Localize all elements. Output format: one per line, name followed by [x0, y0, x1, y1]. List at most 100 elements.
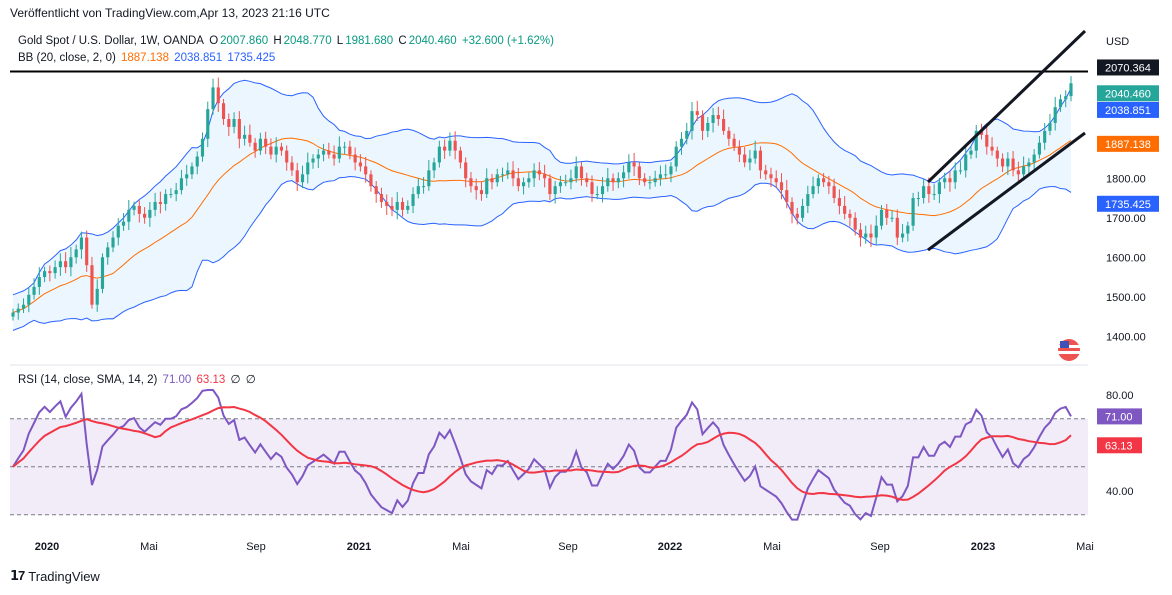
- candle-body: [1053, 107, 1057, 123]
- candle: [1006, 152, 1010, 176]
- bb-fill: [13, 80, 1071, 331]
- candle-body: [174, 190, 178, 195]
- candle: [811, 176, 815, 199]
- candles: [11, 76, 1073, 321]
- candle: [753, 140, 757, 164]
- candle: [200, 132, 205, 162]
- candle-body: [953, 170, 957, 183]
- candle-body: [558, 182, 563, 187]
- candle-body: [227, 119, 231, 127]
- price-axis-currency: USD: [1106, 36, 1129, 48]
- candle: [585, 172, 589, 187]
- candle-body: [521, 182, 526, 187]
- bb-upper-value: 2038.851: [174, 52, 223, 64]
- candle-body: [443, 146, 447, 151]
- open-value: 2007.860: [220, 35, 269, 47]
- low-label: L: [336, 35, 344, 47]
- bb-name[interactable]: BB (20, close, 2, 0): [18, 52, 116, 64]
- candle: [822, 173, 826, 187]
- candle-body: [432, 162, 436, 171]
- low-value: 1981.680: [345, 35, 394, 47]
- candle: [100, 253, 105, 294]
- candle-body: [421, 186, 426, 188]
- footer[interactable]: 𝟭7 TradingView: [10, 568, 100, 584]
- candle-body: [374, 186, 378, 195]
- candle-body: [1064, 96, 1068, 100]
- candle: [464, 157, 468, 188]
- candle: [953, 162, 957, 189]
- candle: [432, 157, 436, 179]
- rsi-name[interactable]: RSI (14, close, SMA, 14, 2): [18, 374, 158, 386]
- candle: [48, 265, 52, 282]
- candle-body: [243, 134, 247, 139]
- candle-body: [685, 130, 689, 139]
- time-tick-label: 2023: [971, 541, 995, 553]
- candle: [785, 179, 789, 209]
- candle: [664, 164, 668, 180]
- candle-body: [711, 115, 715, 123]
- candle: [590, 175, 594, 202]
- candle: [990, 137, 994, 156]
- candle-body: [21, 304, 26, 309]
- candle: [543, 164, 547, 188]
- drawings[interactable]: [10, 29, 1088, 252]
- bb-basis-line: [12, 137, 1072, 314]
- time-tick-label: 2021: [347, 541, 371, 553]
- candle: [1027, 158, 1031, 176]
- candle: [1053, 96, 1057, 131]
- us-flag-icon[interactable]: [1058, 339, 1080, 361]
- candle: [1048, 113, 1052, 136]
- price-tick-label: 1800.00: [1106, 173, 1146, 185]
- candle-body: [327, 150, 331, 155]
- candle: [421, 177, 426, 194]
- candle: [327, 142, 331, 159]
- candle-body: [774, 178, 778, 183]
- symbol-title[interactable]: Gold Spot / U.S. Dollar, 1W, OANDA: [18, 35, 204, 47]
- candle-body: [932, 194, 936, 196]
- candle-body: [179, 178, 184, 191]
- candle-body: [995, 150, 999, 159]
- candle-body: [1022, 166, 1026, 175]
- candle-body: [474, 186, 478, 191]
- candle: [221, 98, 226, 125]
- candle-body: [95, 288, 99, 305]
- candle-body: [221, 103, 226, 120]
- candle-body: [437, 146, 441, 163]
- candle-body: [643, 178, 647, 183]
- candle: [922, 178, 926, 204]
- candle-body: [564, 182, 568, 184]
- candle: [127, 200, 131, 231]
- candle: [400, 197, 405, 217]
- candle: [616, 172, 620, 189]
- candle: [1058, 94, 1063, 112]
- candle-body: [506, 170, 510, 175]
- candle-body: [816, 178, 820, 187]
- candle: [32, 278, 36, 300]
- candle: [1064, 90, 1068, 108]
- candle: [243, 125, 247, 146]
- candle: [653, 170, 657, 187]
- candle: [758, 146, 763, 179]
- candle: [558, 175, 563, 193]
- candle: [937, 177, 941, 204]
- price-chart[interactable]: USD 1400.00 1500.00 1600.00 1700.00 1800.00 40…: [0, 0, 1172, 560]
- candle-body: [600, 186, 605, 195]
- candle-body: [121, 221, 126, 226]
- candle: [443, 139, 447, 159]
- candle: [906, 221, 910, 242]
- candle: [574, 156, 578, 183]
- candle: [695, 100, 699, 121]
- candle-body: [679, 138, 684, 147]
- rsi-sma-line: [12, 406, 1072, 501]
- candle: [137, 200, 141, 223]
- candle: [685, 122, 689, 145]
- candle: [564, 174, 568, 187]
- candle: [737, 140, 741, 163]
- candle-body: [1027, 162, 1031, 167]
- candle-body: [290, 162, 294, 171]
- candle: [643, 173, 647, 187]
- candle: [964, 144, 968, 178]
- candle: [511, 161, 515, 187]
- candle-body: [779, 182, 784, 191]
- rsi-tick-label: 80.00: [1106, 390, 1134, 402]
